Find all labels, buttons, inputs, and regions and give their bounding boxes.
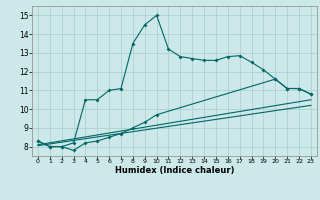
X-axis label: Humidex (Indice chaleur): Humidex (Indice chaleur) bbox=[115, 166, 234, 175]
